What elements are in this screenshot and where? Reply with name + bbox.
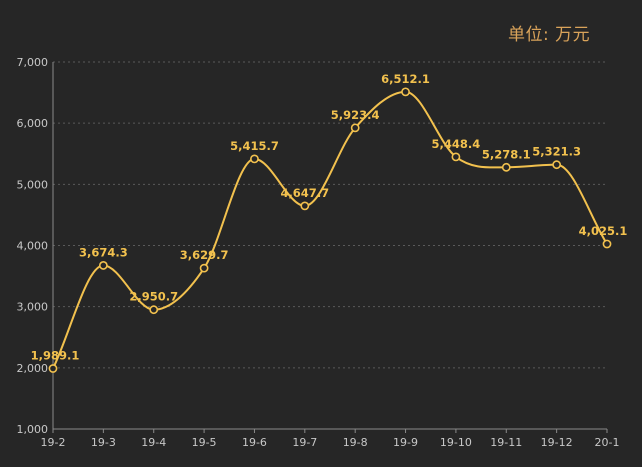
y-tick-label: 2,000 [17, 362, 49, 375]
data-label: 5,321.3 [532, 145, 581, 159]
y-tick-label: 6,000 [17, 117, 49, 130]
data-label: 6,512.1 [381, 72, 430, 86]
x-tick-label: 19-12 [541, 436, 573, 449]
x-tick-label: 19-5 [192, 436, 217, 449]
data-point [300, 201, 310, 211]
y-tick-label: 7,000 [17, 56, 49, 69]
data-label: 2,950.7 [129, 290, 178, 304]
data-point [552, 160, 562, 170]
series-line [52, 90, 608, 369]
data-point [98, 261, 108, 270]
x-tick-label: 19-9 [393, 436, 418, 449]
x-tick-label: 19-10 [440, 436, 472, 449]
x-tick-label: 19-11 [490, 436, 522, 449]
data-point [401, 87, 410, 97]
x-tick-label: 19-4 [141, 436, 166, 449]
y-tick-label: 5,000 [17, 178, 49, 191]
x-tick-label: 19-6 [242, 436, 267, 449]
data-label: 5,923.4 [331, 108, 380, 122]
data-point [149, 305, 159, 315]
data-label: 5,448.4 [432, 137, 481, 151]
x-tick-label: 19-2 [41, 436, 66, 449]
x-tick-label: 20-1 [595, 436, 620, 449]
y-tick-label: 1,000 [17, 423, 49, 436]
data-label: 3,629.7 [180, 248, 229, 262]
data-label: 3,674.3 [79, 245, 128, 259]
data-label: 5,415.7 [230, 139, 279, 153]
x-tick-label: 19-7 [292, 436, 317, 449]
x-tick-label: 19-8 [343, 436, 368, 449]
data-point [451, 152, 461, 162]
data-label: 4,025.1 [579, 224, 628, 238]
data-label: 1,989.1 [31, 349, 80, 363]
data-point [350, 123, 360, 133]
data-point [199, 263, 209, 273]
data-point [501, 162, 511, 172]
data-point [602, 239, 612, 249]
data-label: 4,647.7 [280, 186, 329, 200]
data-point [250, 154, 259, 164]
x-tick-label: 19-3 [91, 436, 116, 449]
unit-label: 单位: 万元 [508, 25, 591, 45]
data-point [48, 364, 58, 373]
y-tick-label: 3,000 [17, 301, 49, 314]
y-tick-label: 4,000 [17, 240, 49, 253]
data-label: 5,278.1 [482, 147, 531, 161]
